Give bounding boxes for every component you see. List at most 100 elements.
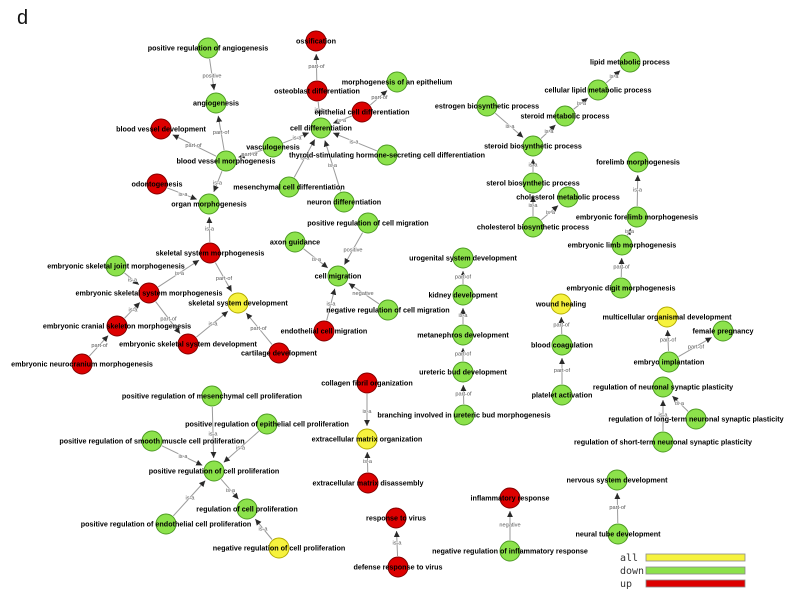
go-term-node[interactable] [611,234,633,256]
go-term-label: blood vessel morphogenesis [176,157,275,166]
go-term-node[interactable] [284,231,306,253]
go-term-node[interactable] [627,151,649,173]
go-term-label: metanephros development [417,331,509,340]
edge-label: part-of [554,368,571,374]
go-term-node[interactable] [610,277,632,299]
go-term-node[interactable] [357,472,379,494]
go-term-node[interactable] [256,413,278,435]
go-term-node[interactable] [356,372,378,394]
go-term-node[interactable] [452,361,474,383]
go-term-node[interactable] [385,507,407,529]
go-term-node[interactable] [499,487,521,509]
edge-label: is-a [505,124,515,130]
go-term-label: negative regulation of inflammatory resp… [432,547,588,556]
go-term-node[interactable] [626,206,648,228]
go-term-node[interactable] [658,351,680,373]
go-term-node[interactable] [333,191,355,213]
relationship-edge [214,262,233,292]
edge-label: part-of [241,152,258,158]
relationship-edge [332,132,378,152]
go-term-node[interactable] [453,404,475,426]
relationship-edge [213,171,223,193]
go-term-node[interactable] [351,101,373,123]
go-term-node[interactable] [278,176,300,198]
go-term-node[interactable] [357,212,379,234]
go-term-node[interactable] [138,282,160,304]
go-term-node[interactable] [71,353,93,375]
go-term-node[interactable] [452,324,474,346]
go-term-node[interactable] [215,150,237,172]
go-term-node[interactable] [203,460,225,482]
relationship-edge [206,216,213,243]
legend-swatch-all [645,553,746,562]
edge-label: part-of [688,345,705,351]
go-term-label: thyroid-stimulating hormone-secreting ce… [289,151,485,160]
go-term-node[interactable] [155,513,177,535]
go-term-node[interactable] [452,247,474,269]
go-term-node[interactable] [236,498,258,520]
go-term-node[interactable] [376,144,398,166]
edge-label: is-a [314,108,324,114]
go-term-node[interactable] [198,193,220,215]
go-term-node[interactable] [310,117,332,139]
go-term-label: urogenital system development [409,254,517,263]
go-term-node[interactable] [712,320,734,342]
go-term-node[interactable] [141,430,163,452]
go-term-node[interactable] [105,255,127,277]
edge-label: part-of [660,338,677,344]
relationship-edge [625,228,632,236]
go-term-node[interactable] [554,105,576,127]
go-term-node[interactable] [386,71,408,93]
go-term-node[interactable] [557,186,579,208]
go-term-label: positive regulation of cell proliferatio… [149,467,280,476]
go-term-node[interactable] [587,79,609,101]
go-term-node[interactable] [150,118,172,140]
go-term-node[interactable] [227,292,249,314]
go-term-label: epithelial cell differentiation [314,108,409,117]
go-term-node[interactable] [177,333,199,355]
go-term-node[interactable] [606,469,628,491]
go-term-node[interactable] [499,540,521,562]
go-term-node[interactable] [652,431,674,453]
go-term-node[interactable] [550,293,572,315]
go-term-node[interactable] [476,95,498,117]
go-term-node[interactable] [522,172,544,194]
go-term-node[interactable] [387,556,409,578]
go-term-label: positive regulation of mesenchymal cell … [122,392,302,401]
go-term-node[interactable] [205,92,227,114]
go-term-node[interactable] [199,242,221,264]
go-term-node[interactable] [652,376,674,398]
go-term-node[interactable] [619,51,641,73]
relationship-edge [323,140,342,192]
edge-label: part-of [308,64,325,70]
go-term-node[interactable] [268,537,290,559]
go-term-node[interactable] [268,342,290,364]
edge-label: is-a [300,156,310,162]
go-term-node[interactable] [607,523,629,545]
go-term-node[interactable] [201,385,223,407]
panel-letter: d [17,7,28,29]
go-term-node[interactable] [356,428,378,450]
edge-label: is-a [633,188,643,194]
edge-label: is-a [392,541,402,547]
go-term-node[interactable] [313,320,335,342]
edge-label: is-a [178,192,188,198]
go-term-node[interactable] [262,136,284,158]
go-term-label: wound healing [535,300,586,309]
go-term-node[interactable] [452,284,474,306]
go-term-node[interactable] [551,384,573,406]
edge-label: is-a [208,322,218,328]
go-term-node[interactable] [327,265,349,287]
go-term-node[interactable] [522,216,544,238]
go-term-node[interactable] [305,30,327,52]
go-term-node[interactable] [106,315,128,337]
go-term-node[interactable] [656,306,678,328]
go-term-node[interactable] [377,299,399,321]
go-term-node[interactable] [306,80,328,102]
relationship-edge [155,301,181,334]
go-term-node[interactable] [146,173,168,195]
go-term-node[interactable] [551,334,573,356]
go-term-node[interactable] [685,408,707,430]
go-term-node[interactable] [522,135,544,157]
go-term-node[interactable] [197,37,219,59]
